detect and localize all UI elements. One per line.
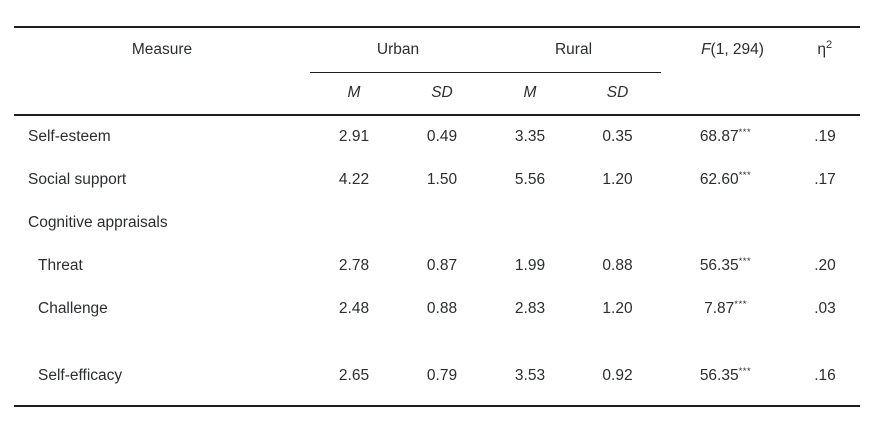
eta-squared-value: .16 bbox=[814, 366, 836, 384]
empty-cell bbox=[486, 201, 574, 244]
f-number: 68.87 bbox=[699, 128, 739, 145]
column-header-urban-sd: SD bbox=[431, 84, 453, 102]
eta-squared-value: .17 bbox=[814, 170, 836, 188]
urban-mean-value: 2.65 bbox=[338, 366, 370, 384]
urban-mean-value: 2.48 bbox=[338, 299, 370, 317]
empty-cell bbox=[310, 201, 398, 244]
rural-mean-value: 2.83 bbox=[514, 299, 546, 317]
f-number: 56.35 bbox=[699, 256, 739, 274]
empty-cell bbox=[661, 72, 790, 115]
row-label: Threat bbox=[38, 256, 83, 274]
f-value: 56.35*** bbox=[661, 244, 790, 287]
column-group-urban: Urban bbox=[310, 27, 486, 73]
table-row-self-efficacy: Self-efficacy 2.65 0.79 3.53 0.92 56.35*… bbox=[14, 330, 860, 406]
significance-asterisks: *** bbox=[738, 169, 752, 181]
rural-sd-value: 0.88 bbox=[602, 256, 633, 274]
urban-mean-value: 4.22 bbox=[338, 170, 370, 188]
header-subcolumn-row: M SD M SD bbox=[14, 72, 860, 115]
table-row-self-esteem: Self-esteem 2.91 0.49 3.35 0.35 68.87***… bbox=[14, 115, 860, 158]
empty-cell bbox=[661, 201, 790, 244]
row-label: Self-efficacy bbox=[38, 366, 123, 384]
table-row-section-cognitive-appraisals: Cognitive appraisals bbox=[14, 201, 860, 244]
anova-results-table: Measure Urban Rural F(1, 294) η2 M SD M … bbox=[14, 26, 861, 407]
row-label: Self-esteem bbox=[28, 128, 111, 145]
empty-cell bbox=[574, 201, 661, 244]
significance-asterisks: *** bbox=[738, 126, 752, 138]
urban-sd-value: 0.87 bbox=[426, 256, 458, 274]
f-degrees-of-freedom: (1, 294) bbox=[710, 41, 764, 58]
column-header-eta-squared: η2 bbox=[790, 27, 860, 72]
urban-sd-value: 1.50 bbox=[426, 170, 458, 188]
urban-mean-value: 2.78 bbox=[338, 256, 370, 274]
table-row-threat: Threat 2.78 0.87 1.99 0.88 56.35*** .20 bbox=[14, 244, 860, 287]
rural-mean-value: 5.56 bbox=[514, 170, 546, 188]
column-header-rural-mean: M bbox=[523, 84, 537, 102]
row-label: Social support bbox=[28, 170, 127, 188]
table-row-social-support: Social support 4.22 1.50 5.56 1.20 62.60… bbox=[14, 158, 860, 201]
table-body: Self-esteem 2.91 0.49 3.35 0.35 68.87***… bbox=[14, 115, 860, 406]
f-number: 56.35 bbox=[699, 366, 739, 384]
column-header-rural-sd: SD bbox=[606, 84, 629, 102]
significance-asterisks: *** bbox=[738, 255, 752, 267]
empty-cell bbox=[14, 72, 310, 115]
rural-mean-value: 1.99 bbox=[514, 256, 546, 274]
f-value: 56.35*** bbox=[661, 330, 790, 406]
empty-cell bbox=[398, 201, 486, 244]
eta-symbol: η bbox=[817, 41, 827, 58]
column-header-urban-mean: M bbox=[347, 84, 361, 102]
rural-sd-value: 0.92 bbox=[602, 366, 633, 384]
eta-squared-value: .19 bbox=[814, 128, 836, 145]
urban-sd-value: 0.49 bbox=[426, 128, 458, 145]
section-label: Cognitive appraisals bbox=[28, 213, 168, 231]
eta-squared-value: .03 bbox=[814, 299, 836, 317]
rural-sd-value: 1.20 bbox=[602, 170, 633, 188]
empty-cell bbox=[790, 72, 860, 115]
f-value: 68.87*** bbox=[661, 115, 790, 158]
eta-exponent: 2 bbox=[826, 38, 833, 51]
header-group-row: Measure Urban Rural F(1, 294) η2 bbox=[14, 27, 860, 73]
table-row-challenge: Challenge 2.48 0.88 2.83 1.20 7.87*** .0… bbox=[14, 287, 860, 330]
rural-mean-value: 3.35 bbox=[514, 128, 546, 145]
row-label: Challenge bbox=[38, 299, 108, 317]
rural-sd-value: 0.35 bbox=[602, 128, 633, 145]
urban-sd-value: 0.88 bbox=[426, 299, 458, 317]
column-header-f-statistic: F(1, 294) bbox=[661, 27, 790, 72]
table-header: Measure Urban Rural F(1, 294) η2 M SD M … bbox=[14, 27, 861, 115]
f-value: 62.60*** bbox=[661, 158, 790, 201]
empty-cell bbox=[790, 201, 860, 244]
urban-sd-value: 0.79 bbox=[426, 366, 458, 384]
rural-sd-value: 1.20 bbox=[602, 299, 633, 317]
f-value: 7.87*** bbox=[661, 287, 790, 330]
significance-asterisks: *** bbox=[738, 365, 752, 377]
rural-mean-value: 3.53 bbox=[514, 366, 546, 384]
column-header-measure: Measure bbox=[131, 41, 193, 58]
significance-asterisks: *** bbox=[734, 298, 747, 310]
column-group-rural: Rural bbox=[486, 27, 662, 73]
eta-squared-value: .20 bbox=[814, 256, 836, 274]
f-number: 62.60 bbox=[699, 170, 739, 188]
f-symbol: F bbox=[701, 41, 711, 58]
urban-mean-value: 2.91 bbox=[338, 128, 370, 145]
f-number: 7.87 bbox=[704, 299, 735, 317]
